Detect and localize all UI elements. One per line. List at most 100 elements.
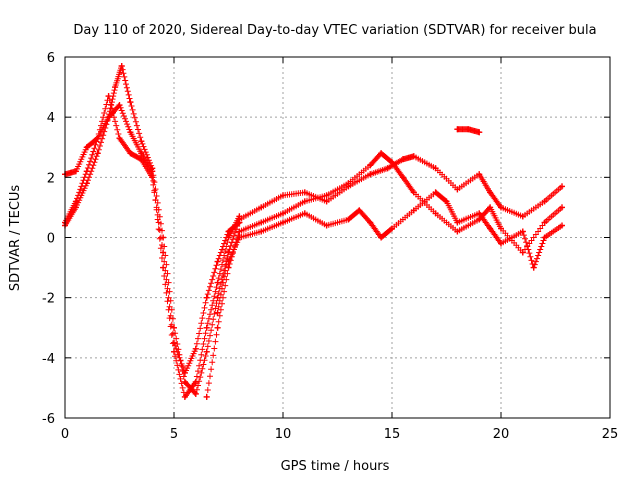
data-point: [258, 228, 265, 235]
data-point: [214, 279, 221, 286]
data-point: [541, 234, 548, 241]
data-point: [280, 192, 286, 199]
data-point: [454, 126, 461, 133]
data-point: [203, 324, 210, 331]
data-point: [127, 99, 134, 106]
data-point: [559, 204, 565, 211]
data-point: [432, 165, 439, 172]
x-tick-label: 20: [493, 427, 510, 442]
data-point: [280, 210, 286, 217]
y-tick-label: 0: [47, 232, 55, 247]
y-tick-label: 2: [47, 171, 55, 186]
y-tick-label: 6: [47, 51, 55, 66]
data-point: [323, 198, 330, 205]
grid-lines: [65, 57, 610, 418]
data-point: [214, 309, 221, 316]
y-tick-label: 4: [47, 111, 55, 126]
data-point: [559, 222, 565, 229]
data-point: [203, 348, 210, 355]
data-point: [181, 393, 188, 400]
data-point: [225, 234, 232, 241]
y-axis-label: SDTVAR / TECUs: [8, 185, 23, 292]
data-point: [160, 264, 167, 271]
data-point: [323, 222, 330, 229]
data-point: [118, 63, 125, 69]
data-point: [280, 219, 286, 226]
data-point: [541, 198, 548, 205]
data-point: [432, 189, 439, 196]
data-point: [203, 294, 210, 301]
data-point: [345, 216, 352, 223]
data-point: [519, 249, 526, 256]
data-point: [94, 135, 101, 142]
data-point: [389, 225, 395, 232]
x-tick-label: 0: [61, 427, 69, 442]
axis-ticks: 0 5 10 15 20 25 -6 -4 -2 0 2 4 6: [42, 51, 618, 442]
data-point: [192, 390, 199, 397]
data-points: [62, 63, 565, 400]
data-point: [367, 219, 374, 226]
y-tick-label: -2: [42, 292, 55, 307]
data-point: [367, 162, 374, 169]
data-point: [454, 228, 461, 235]
data-point: [138, 150, 145, 157]
data-point: [356, 207, 363, 214]
data-point: [127, 129, 134, 136]
data-point: [454, 219, 461, 226]
data-point: [192, 345, 199, 352]
data-point: [225, 249, 232, 256]
data-point: [214, 258, 221, 265]
data-point: [498, 240, 504, 247]
series-arc-5: [214, 153, 565, 316]
x-tick-label: 10: [275, 427, 292, 442]
data-point: [384, 165, 391, 172]
chart-title: Day 110 of 2020, Sidereal Day-to-day VTE…: [73, 23, 596, 38]
data-point: [236, 228, 243, 235]
data-point: [160, 234, 167, 241]
data-point: [454, 186, 461, 193]
data-point: [399, 174, 406, 181]
data-point: [171, 348, 177, 355]
data-point: [410, 153, 417, 160]
data-point: [476, 129, 483, 136]
x-axis-label: GPS time / hours: [281, 459, 390, 474]
data-point: [105, 114, 112, 121]
data-point: [94, 150, 101, 157]
data-point: [72, 168, 79, 175]
data-point: [149, 168, 156, 175]
data-point: [258, 204, 265, 211]
data-point: [399, 156, 406, 163]
data-point: [236, 216, 243, 223]
data-point: [236, 234, 243, 241]
data-point: [138, 138, 145, 145]
series-arc-4: [203, 150, 565, 400]
series-arc-7: [454, 126, 483, 136]
data-point: [301, 189, 308, 196]
data-point: [487, 225, 494, 232]
y-tick-label: -4: [42, 352, 55, 367]
data-point: [476, 210, 483, 217]
data-point: [530, 264, 537, 271]
data-point: [116, 135, 123, 142]
data-point: [345, 183, 352, 190]
data-point: [83, 144, 90, 151]
data-point: [116, 102, 123, 109]
data-point: [378, 150, 385, 157]
data-point: [225, 258, 232, 265]
data-point: [378, 234, 385, 241]
data-point: [498, 204, 504, 211]
data-point: [258, 219, 265, 226]
data-point: [301, 198, 308, 205]
data-point: [432, 210, 439, 217]
data-point: [367, 171, 374, 178]
data-point: [410, 189, 417, 196]
data-point: [83, 180, 90, 187]
data-point: [559, 183, 565, 190]
data-point: [487, 204, 494, 211]
data-point: [498, 225, 504, 232]
data-point: [171, 324, 177, 331]
data-point: [487, 189, 494, 196]
data-point: [323, 192, 330, 199]
data-point: [192, 378, 199, 385]
